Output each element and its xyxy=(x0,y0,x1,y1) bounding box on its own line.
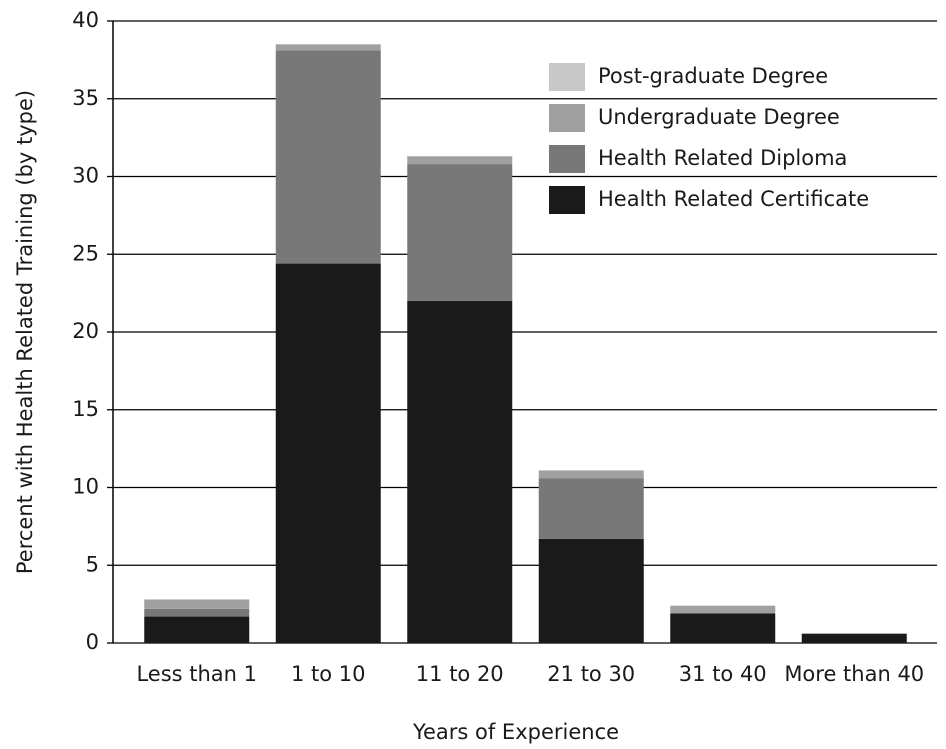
bar-segment xyxy=(144,616,250,643)
y-tick-label: 20 xyxy=(72,319,99,343)
x-tick-label: Less than 1 xyxy=(136,662,257,686)
x-tick-label: 1 to 10 xyxy=(291,662,366,686)
legend-label: Health Related Diploma xyxy=(598,146,847,170)
bar-segment xyxy=(144,599,250,609)
bar-segment xyxy=(407,300,513,643)
bar-segment xyxy=(275,263,381,643)
legend-swatch xyxy=(549,186,585,214)
bar-segment xyxy=(670,605,776,614)
y-tick-label: 10 xyxy=(72,475,99,499)
y-tick-label: 15 xyxy=(72,397,99,421)
y-tick-label: 25 xyxy=(72,241,99,265)
legend-label: Post-graduate Degree xyxy=(598,64,828,88)
legend-label: Health Related Certificate xyxy=(598,187,869,211)
y-tick-label: 0 xyxy=(86,630,99,654)
bar-segment xyxy=(407,156,513,165)
bar-segment xyxy=(670,613,776,643)
y-axis-label: Percent with Health Related Training (by… xyxy=(13,90,37,574)
bar-segment xyxy=(275,50,381,264)
bar-segment xyxy=(801,633,907,643)
bar-segment xyxy=(538,470,644,479)
legend-swatch xyxy=(549,104,585,132)
y-tick-label: 40 xyxy=(72,8,99,32)
x-tick-label: 11 to 20 xyxy=(416,662,504,686)
x-tick-label: More than 40 xyxy=(784,662,924,686)
legend-label: Undergraduate Degree xyxy=(598,105,840,129)
bar-segment xyxy=(538,538,644,643)
x-axis-label: Years of Experience xyxy=(412,720,619,744)
x-tick-label: 21 to 30 xyxy=(547,662,635,686)
bar-segment xyxy=(275,44,381,51)
legend-swatch xyxy=(549,63,585,91)
bar-segment xyxy=(407,164,513,301)
y-tick-label: 35 xyxy=(72,86,99,110)
legend-swatch xyxy=(549,145,585,173)
x-tick-label: 31 to 40 xyxy=(679,662,767,686)
bar-segment xyxy=(538,478,644,539)
bar-segment xyxy=(144,608,250,617)
y-tick-label: 30 xyxy=(72,164,99,188)
y-tick-label: 5 xyxy=(86,552,99,576)
